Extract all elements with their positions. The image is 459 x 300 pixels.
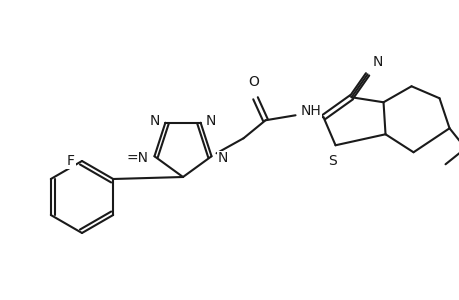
Text: =N: =N [126,151,148,165]
Text: N: N [150,114,160,128]
Text: NH: NH [300,104,320,118]
Text: N: N [205,114,216,128]
Text: F: F [67,154,75,168]
Text: S: S [327,154,336,168]
Text: N: N [372,55,382,69]
Text: N: N [217,151,227,165]
Text: O: O [247,75,258,89]
